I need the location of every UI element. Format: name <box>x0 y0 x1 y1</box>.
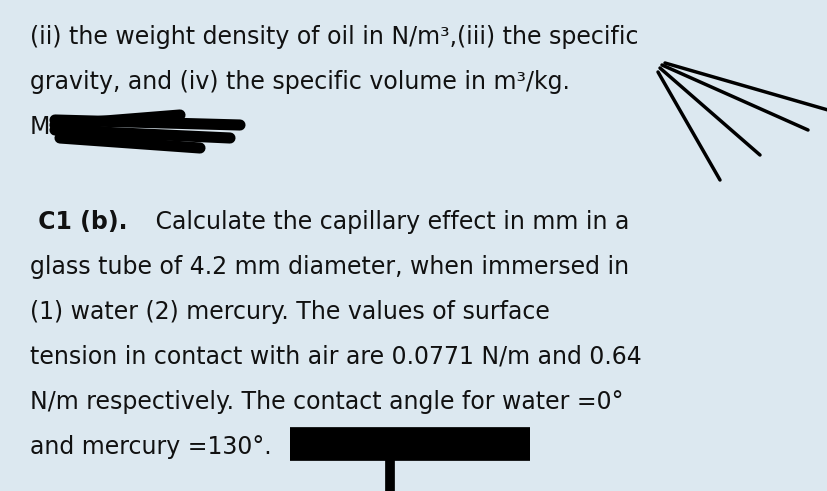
Text: N/m respectively. The contact angle for water =0°: N/m respectively. The contact angle for … <box>30 390 623 414</box>
Text: (1) water (2) mercury. The values of surface: (1) water (2) mercury. The values of sur… <box>30 300 549 324</box>
Text: gravity, and (iv) the specific volume in m³/kg.: gravity, and (iv) the specific volume in… <box>30 70 569 94</box>
Text: C1 (b).: C1 (b). <box>30 210 127 234</box>
Text: and mercury =130°.: and mercury =130°. <box>30 435 271 459</box>
Text: (ii) the weight density of oil in N/m³,(iii) the specific: (ii) the weight density of oil in N/m³,(… <box>30 25 638 49</box>
Text: tension in contact with air are 0.0771 N/m and 0.64: tension in contact with air are 0.0771 N… <box>30 345 641 369</box>
Text: Calculate the capillary effect in mm in a: Calculate the capillary effect in mm in … <box>148 210 629 234</box>
Text: M: M <box>30 115 50 139</box>
Text: glass tube of 4.2 mm diameter, when immersed in: glass tube of 4.2 mm diameter, when imme… <box>30 255 629 279</box>
